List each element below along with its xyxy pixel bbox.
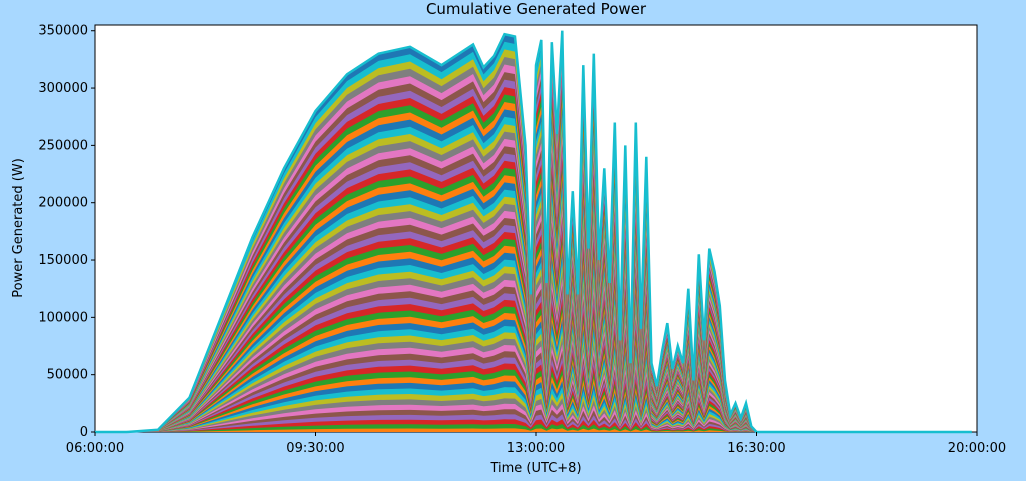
x-axis: 06:00:00 09:30:00 13:00:00 16:30:00 20:00:00 xyxy=(66,432,1006,456)
y-tick-label: 0 xyxy=(80,425,88,440)
stacked-areas xyxy=(95,30,972,434)
x-tick-label: 13:00:00 xyxy=(507,441,565,456)
y-tick-label: 50000 xyxy=(47,368,88,383)
x-tick-label: 20:00:00 xyxy=(948,441,1006,456)
x-tick-label: 16:30:00 xyxy=(727,441,785,456)
x-tick-label: 06:00:00 xyxy=(66,441,124,456)
y-tick-label: 300000 xyxy=(38,81,88,96)
y-axis-label: Power Generated (W) xyxy=(11,158,26,298)
x-axis-label: Time (UTC+8) xyxy=(489,461,581,476)
y-tick-label: 100000 xyxy=(38,310,88,325)
x-tick-label: 09:30:00 xyxy=(286,441,344,456)
y-tick-label: 350000 xyxy=(38,24,88,39)
chart-title: Cumulative Generated Power xyxy=(426,0,647,18)
y-tick-label: 150000 xyxy=(38,253,88,268)
stack-band-1 xyxy=(95,428,972,432)
total-outline xyxy=(95,30,972,434)
y-tick-label: 250000 xyxy=(38,138,88,153)
y-tick-label: 200000 xyxy=(38,196,88,211)
y-axis: 0 50000 100000 150000 200000 250000 300000 3500… xyxy=(38,24,95,440)
